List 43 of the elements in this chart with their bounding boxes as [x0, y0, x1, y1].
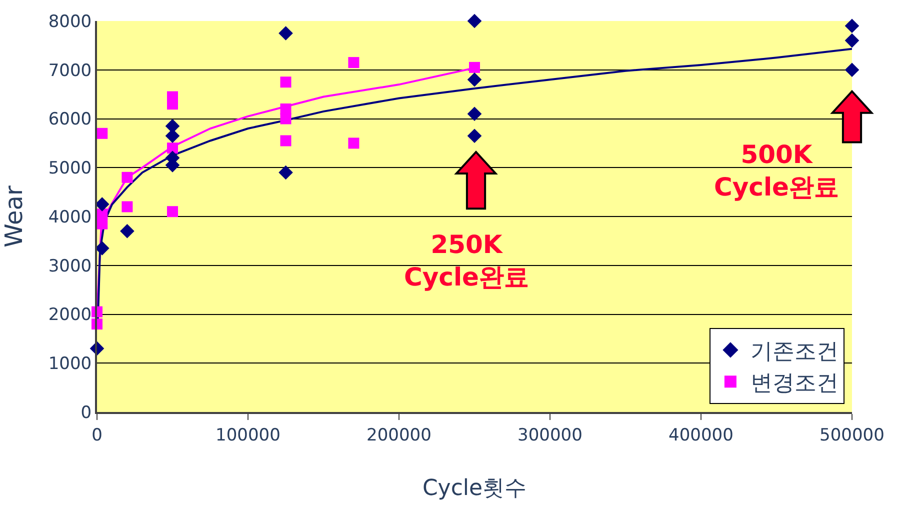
y-tick-label: 5000: [48, 158, 92, 179]
point: [280, 135, 292, 146]
y-tick-label: 3000: [48, 256, 92, 276]
y-tick-label: 6000: [48, 110, 92, 130]
x-tick-label: 300000: [518, 425, 582, 446]
point: [467, 14, 482, 28]
point: [348, 57, 360, 68]
point: [844, 62, 860, 78]
legend-label: 변경조건: [750, 371, 838, 396]
point: [467, 128, 482, 144]
point: [167, 206, 178, 218]
annotation: 250K Cycle완료: [404, 230, 529, 292]
point: [120, 224, 134, 238]
point: [469, 62, 480, 73]
point: [122, 172, 133, 183]
point: [467, 72, 482, 87]
point: [467, 106, 482, 122]
legend-label: 기존조건: [750, 340, 838, 365]
point: [280, 103, 292, 114]
point: [96, 218, 108, 230]
x-tick-label: 100000: [216, 425, 280, 446]
point: [280, 76, 292, 88]
y-tick-label: 0: [80, 402, 92, 423]
annotation: 500K Cycle완료: [714, 140, 839, 202]
point: [278, 165, 293, 180]
x-tick-label: 500000: [820, 425, 884, 446]
point: [96, 128, 108, 139]
y-axis-title: Wear: [0, 186, 28, 248]
point: [280, 113, 292, 124]
point: [844, 18, 860, 34]
point: [844, 33, 860, 48]
point: [167, 142, 178, 154]
y-tick-label: 8000: [48, 12, 92, 32]
point: [122, 201, 133, 212]
y-tick-label: 1000: [48, 354, 92, 374]
y-tick-label: 7000: [48, 60, 92, 81]
y-tick-label: 2000: [48, 305, 92, 326]
x-axis-title: Cycle횟수: [422, 476, 527, 501]
y-tick-label: 4000: [48, 207, 92, 228]
x-tick-label: 400000: [668, 425, 734, 446]
point: [348, 138, 360, 149]
point: [278, 26, 293, 40]
x-tick-label: 200000: [366, 425, 432, 446]
